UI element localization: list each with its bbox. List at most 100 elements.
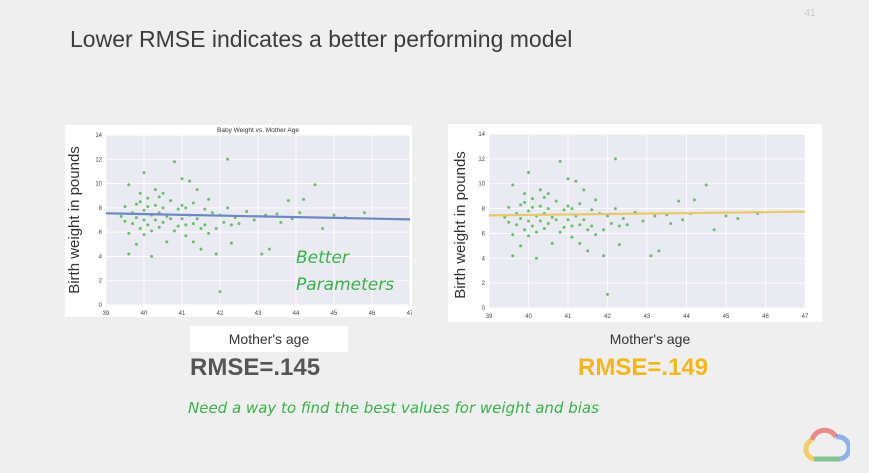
- data-point: [586, 228, 590, 232]
- x-tick-label: 43: [644, 314, 651, 320]
- data-point: [138, 227, 142, 230]
- x-tick-label: 42: [217, 311, 224, 317]
- data-point: [134, 242, 138, 246]
- data-point: [195, 188, 199, 192]
- data-point: [570, 207, 574, 211]
- right-y-axis-label: Birth weight in pounds: [452, 151, 469, 299]
- data-point: [511, 233, 515, 237]
- data-point: [511, 254, 515, 258]
- left-y-axis-label: Birth weight in pounds: [66, 146, 83, 294]
- data-point: [184, 234, 188, 238]
- google-cloud-logo-icon: [803, 427, 850, 462]
- left-rmse-value: RMSE=.145: [190, 354, 321, 381]
- y-tick-label: 0: [482, 306, 486, 312]
- data-point: [134, 216, 138, 220]
- data-point: [275, 212, 279, 216]
- data-point: [523, 200, 527, 204]
- data-point: [527, 171, 530, 175]
- data-point: [527, 219, 530, 223]
- data-point: [736, 217, 740, 221]
- data-point: [150, 254, 154, 258]
- data-point: [142, 171, 146, 175]
- data-point: [594, 233, 598, 237]
- bottom-note: Need a way to find the best values for w…: [188, 399, 599, 417]
- data-point: [207, 231, 211, 235]
- data-point: [590, 208, 594, 212]
- data-point: [199, 247, 203, 251]
- data-point: [229, 241, 233, 245]
- left-x-axis-label: Mother's age: [190, 326, 348, 352]
- parameters-annotation: Parameters: [296, 275, 395, 295]
- x-tick-label: 43: [255, 311, 262, 317]
- regression-line: [105, 212, 411, 221]
- y-tick-label: 8: [99, 206, 103, 212]
- data-point: [332, 213, 336, 217]
- data-point: [562, 225, 566, 229]
- data-point: [191, 240, 195, 244]
- y-tick-label: 8: [482, 207, 486, 213]
- data-point: [153, 218, 157, 222]
- x-tick-label: 42: [604, 314, 611, 320]
- chart-title: Baby Weight vs. Mother Age: [217, 127, 299, 134]
- data-point: [606, 214, 609, 218]
- data-point: [602, 228, 606, 232]
- data-point: [534, 230, 538, 234]
- data-point: [546, 207, 550, 211]
- data-point: [534, 256, 538, 260]
- data-point: [515, 223, 519, 227]
- data-point: [578, 223, 582, 227]
- data-point: [157, 225, 161, 229]
- data-point: [214, 252, 218, 256]
- data-point: [210, 211, 214, 215]
- y-tick-label: 12: [478, 157, 485, 163]
- data-point: [613, 157, 617, 161]
- x-tick-label: 46: [762, 314, 769, 320]
- data-point: [150, 229, 154, 233]
- data-point: [123, 219, 127, 223]
- data-point: [590, 224, 594, 228]
- y-tick-label: 6: [482, 231, 486, 237]
- data-point: [127, 183, 131, 187]
- data-point: [362, 211, 366, 215]
- data-point: [153, 188, 157, 192]
- right-rmse-value: RMSE=.149: [578, 354, 709, 381]
- y-tick-label: 4: [99, 254, 103, 260]
- data-point: [617, 243, 621, 247]
- data-point: [511, 183, 515, 187]
- x-tick-label: 45: [331, 311, 338, 317]
- data-point: [184, 223, 188, 227]
- data-point: [146, 205, 150, 209]
- x-tick-label: 44: [683, 314, 690, 320]
- data-point: [602, 254, 606, 258]
- data-point: [570, 224, 574, 228]
- data-point: [530, 197, 534, 201]
- y-tick-label: 4: [482, 256, 486, 262]
- data-point: [669, 221, 673, 225]
- y-tick-label: 2: [482, 281, 486, 287]
- data-point: [199, 227, 203, 230]
- data-point: [519, 244, 523, 248]
- x-tick-label: 46: [369, 311, 376, 317]
- data-point: [527, 234, 530, 238]
- data-point: [550, 241, 554, 245]
- data-point: [566, 177, 570, 181]
- data-point: [180, 217, 184, 221]
- data-point: [586, 249, 590, 253]
- data-point: [161, 206, 165, 210]
- data-point: [554, 199, 558, 203]
- data-point: [558, 230, 562, 234]
- data-point: [134, 202, 138, 206]
- y-tick-label: 14: [478, 132, 485, 138]
- data-point: [712, 228, 716, 232]
- y-tick-label: 10: [95, 182, 102, 188]
- data-point: [169, 199, 173, 203]
- data-point: [298, 211, 302, 215]
- right-x-axis-label: Mother's age: [609, 331, 691, 347]
- data-point: [582, 188, 586, 192]
- data-point: [279, 220, 283, 224]
- data-point: [625, 223, 629, 227]
- data-point: [119, 214, 123, 218]
- data-point: [218, 290, 222, 294]
- data-point: [195, 217, 199, 221]
